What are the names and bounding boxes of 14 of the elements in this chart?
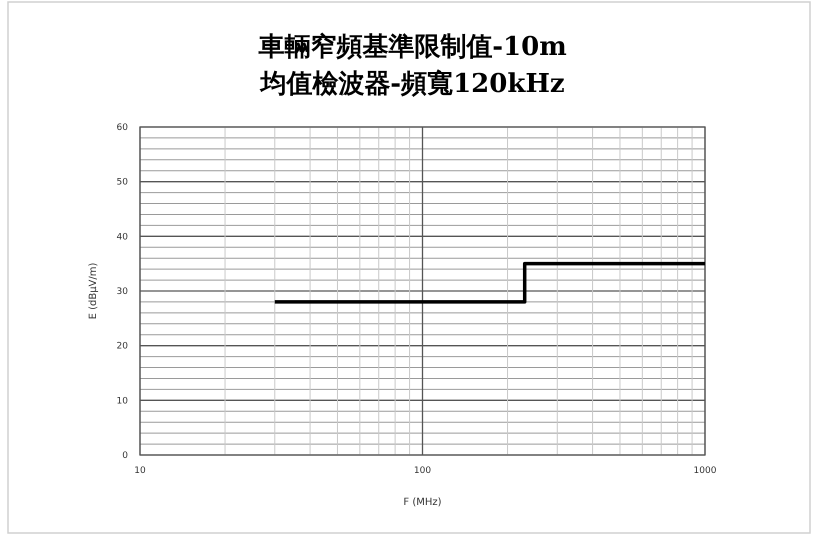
chart-subtitle: 均值檢波器-頻寬120kHz [258,69,565,99]
x-tick-label: 10 [134,466,146,476]
y-axis-title: E (dBμV/m) [88,262,99,320]
x-axis-title: F (MHz) [403,497,442,508]
y-tick-label: 20 [116,342,128,352]
x-tick-label: 100 [414,466,432,476]
y-tick-label: 40 [116,232,128,242]
chart-title: 車輛窄頻基準限制值-10m [257,32,567,62]
y-tick-label: 50 [116,178,128,188]
y-tick-label: 0 [122,451,128,461]
x-tick-label: 1000 [694,466,717,476]
y-tick-label: 60 [116,123,128,133]
y-tick-label: 10 [116,396,128,406]
y-tick-label: 30 [116,287,128,297]
